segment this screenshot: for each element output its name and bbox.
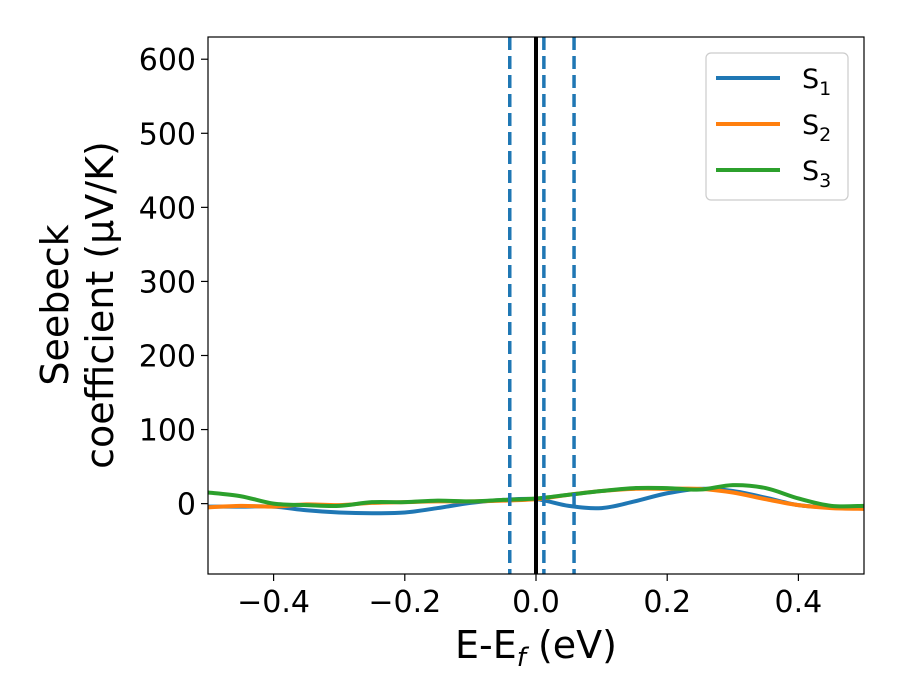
y-axis-label-line2: coefficient (μV/K) — [78, 141, 122, 469]
x-tick-label: 0.0 — [512, 585, 560, 620]
plot-area — [207, 36, 865, 575]
x-axis-ticks: −0.4 −0.2 0.0 0.2 0.4 — [237, 574, 822, 620]
x-tick-label: −0.2 — [368, 585, 441, 620]
x-axis-label: E-Ef (eV) — [455, 623, 617, 673]
legend-label-s3: S3 — [802, 156, 831, 192]
y-tick-label: 500 — [139, 117, 196, 152]
y-tick-label: 100 — [139, 414, 196, 449]
legend-frame — [705, 52, 849, 201]
y-tick-label: 0 — [177, 488, 196, 523]
data-lines — [208, 37, 864, 574]
y-axis-label-line1: Seebeck — [33, 224, 77, 385]
y-tick-label: 300 — [139, 265, 196, 300]
y-tick-label: 400 — [139, 191, 196, 226]
y-tick-label: 200 — [139, 339, 196, 374]
legend-label-s1: S1 — [802, 64, 831, 100]
x-tick-label: 0.4 — [775, 585, 823, 620]
y-axis-ticks: 0 100 200 300 400 500 600 — [139, 43, 208, 523]
legend: S1 S2 S3 — [705, 52, 849, 201]
x-tick-label: −0.4 — [237, 585, 310, 620]
y-tick-label: 600 — [139, 43, 196, 78]
x-tick-label: 0.2 — [643, 585, 691, 620]
legend-label-s2: S2 — [802, 110, 831, 146]
